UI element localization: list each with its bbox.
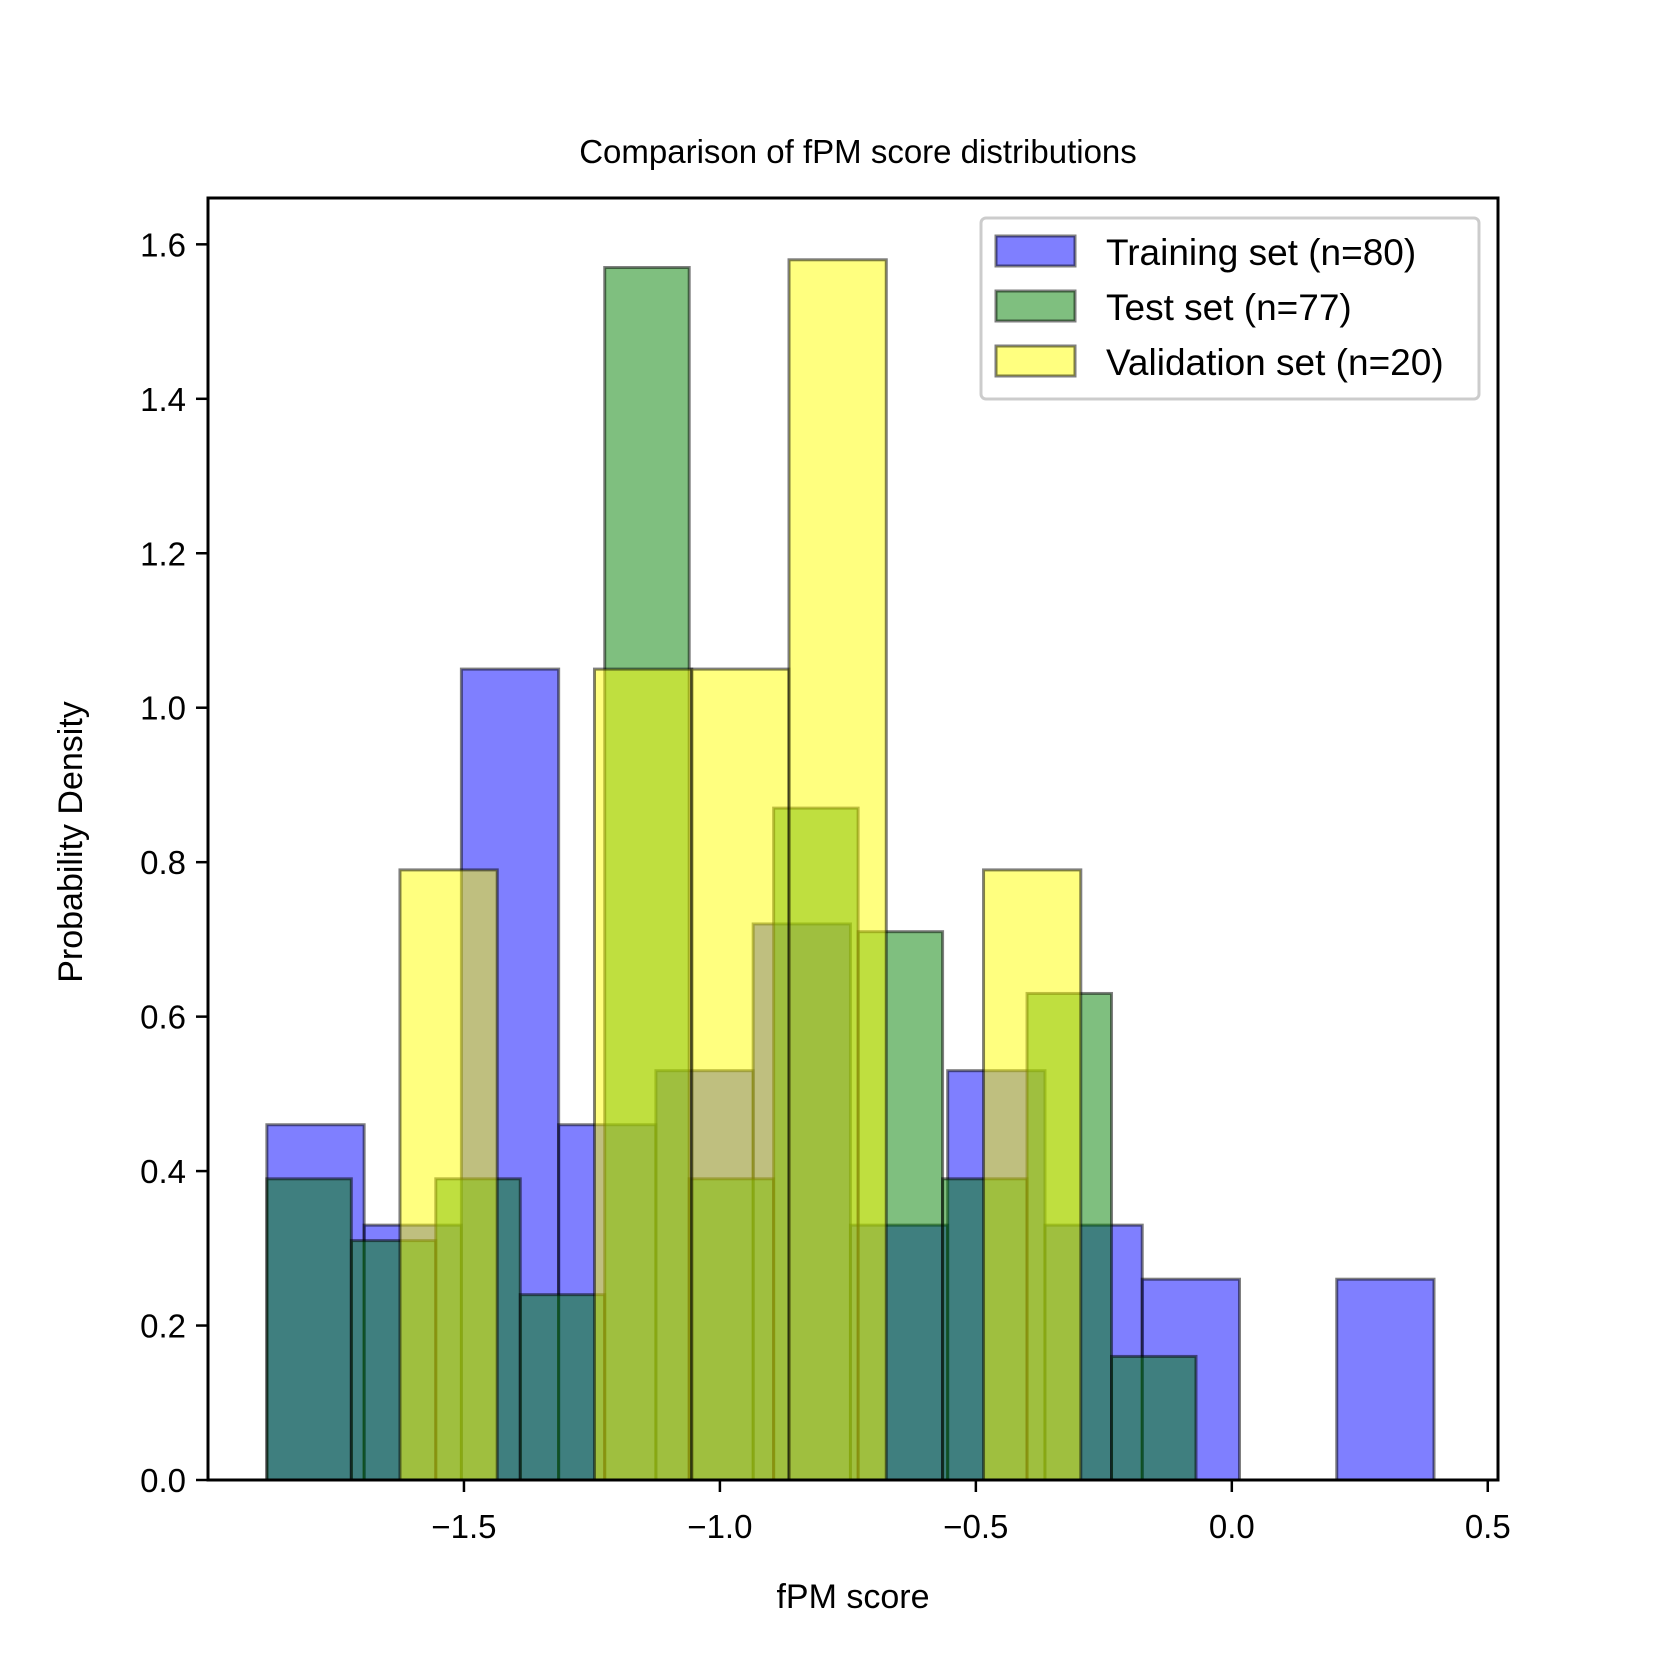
series-2-bar-6: [982, 868, 1083, 1482]
legend: Training set (n=80) Test set (n=77) Valida…: [979, 216, 1481, 401]
x-tick-label: −0.5: [943, 1508, 1008, 1545]
legend-label-1: Test set (n=77): [1106, 287, 1352, 328]
y-tick-label: 1.0: [140, 690, 186, 727]
histogram-bars: [265, 258, 1436, 1482]
y-axis-label: Probability Density: [52, 701, 90, 983]
y-tick-label: 0.6: [140, 999, 186, 1036]
y-tick-label: 1.4: [140, 381, 186, 418]
x-tick-label: −1.5: [431, 1508, 496, 1545]
series-2-bar-4: [787, 258, 888, 1482]
y-tick-label: 0.2: [140, 1308, 186, 1345]
y-tick-label: 0.0: [140, 1462, 186, 1499]
x-tick-label: 0.0: [1209, 1508, 1255, 1545]
x-tick-label: 0.5: [1465, 1508, 1511, 1545]
y-tick-label: 1.2: [140, 535, 186, 572]
y-tick-label: 0.4: [140, 1153, 186, 1190]
legend-box: [979, 216, 1481, 401]
x-axis-label: fPM score: [776, 1578, 929, 1616]
y-tick-label: 1.6: [140, 226, 186, 263]
y-axis-ticks: 0.0 0.2 0.4 0.6 0.8 1.0 1.2 1.4 1.6: [140, 226, 208, 1499]
series-1-bar-3: [518, 1293, 607, 1482]
series-2-bar-0: [398, 868, 499, 1482]
chart-title: Comparison of fPM score distributions: [579, 133, 1137, 170]
x-axis-ticks: −1.5 −1.0 −0.5 0.0 0.5: [431, 1480, 1511, 1545]
legend-swatch-1: [994, 289, 1077, 323]
plot-frame: [206, 196, 1500, 1482]
legend-swatch-2: [994, 344, 1077, 378]
series-2-bar-2: [592, 667, 694, 1482]
legend-label-0: Training set (n=80): [1106, 232, 1416, 273]
legend-label-2: Validation set (n=20): [1106, 342, 1444, 383]
x-tick-label: −1.0: [687, 1508, 752, 1545]
series-2-bars: [398, 258, 1083, 1482]
series-2-bar-3: [690, 667, 791, 1482]
series-1-bar-0: [265, 1177, 353, 1482]
series-1-bar-10: [1110, 1354, 1198, 1482]
y-tick-label: 0.8: [140, 844, 186, 881]
series-0-bar-11: [1335, 1277, 1436, 1482]
legend-swatch-0: [994, 234, 1077, 268]
